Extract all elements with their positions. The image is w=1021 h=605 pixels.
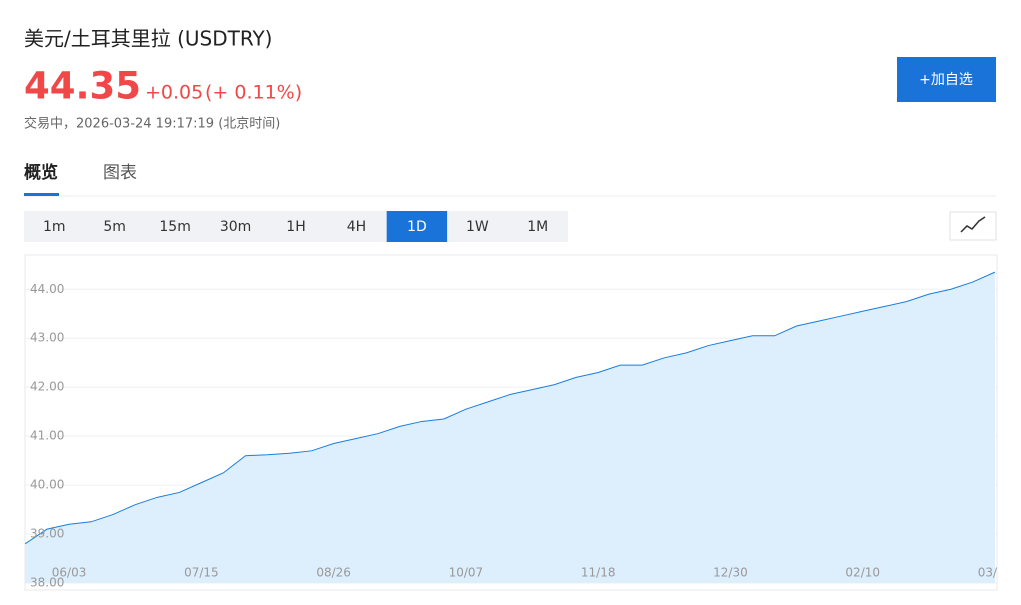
interval[interactable]: 15m (159, 219, 190, 235)
y-tick-label: 43.00 (30, 331, 64, 345)
change: +0.05 (145, 82, 203, 104)
x-tick-label: 02/10 (845, 566, 880, 580)
interval[interactable]: 5m (103, 219, 126, 235)
interval[interactable]: 1H (286, 219, 305, 235)
interval[interactable]: 4H (347, 219, 366, 235)
y-tick-label: 38.00 (30, 576, 64, 590)
interval[interactable]: 1D (407, 219, 427, 235)
interval[interactable]: 1m (43, 219, 66, 235)
price: 44.35 (24, 65, 141, 108)
y-tick-label: 44.00 (30, 282, 64, 296)
interval-active (386, 211, 448, 242)
x-tick-label: 12/30 (713, 566, 748, 580)
interval[interactable]: 1M (527, 219, 548, 235)
y-tick-label: 40.00 (30, 478, 64, 492)
status: 交易中，2026-03-24 19:17:19 (北京时间) (24, 116, 280, 132)
interval-bar (24, 211, 568, 242)
chart: 38.00 39.00 40.00 41.00 42.00 43.00 44.00 06/03… (25, 271, 1013, 590)
area-fill (25, 272, 995, 583)
x-tick-label: 10/07 (449, 566, 484, 580)
x-tick-label: 03/24 (978, 566, 1013, 580)
x-tick-label: 11/18 (581, 566, 616, 580)
x-tick-label: 06/03 (52, 566, 87, 580)
add-button-label[interactable]: +加自选 (919, 72, 973, 88)
change-pct: (+ 0.11%) (205, 82, 302, 104)
tab-underline (24, 193, 59, 196)
chart-type-button[interactable] (949, 211, 997, 241)
tab[interactable]: 图表 (103, 163, 137, 183)
tab[interactable]: 概览 (24, 162, 58, 183)
interval[interactable]: 30m (220, 219, 251, 235)
add-button[interactable] (897, 57, 996, 102)
y-tick-label: 39.00 (30, 527, 64, 541)
y-tick-label: 42.00 (30, 380, 64, 394)
interval[interactable]: 1W (466, 219, 489, 235)
x-tick-label: 08/26 (316, 566, 351, 580)
chart-type-icon[interactable] (960, 216, 986, 233)
y-tick-label: 41.00 (30, 429, 64, 443)
title: 美元/土耳其里拉 (USDTRY) (24, 27, 273, 51)
x-tick-label: 07/15 (184, 566, 219, 580)
price-line (25, 271, 996, 545)
